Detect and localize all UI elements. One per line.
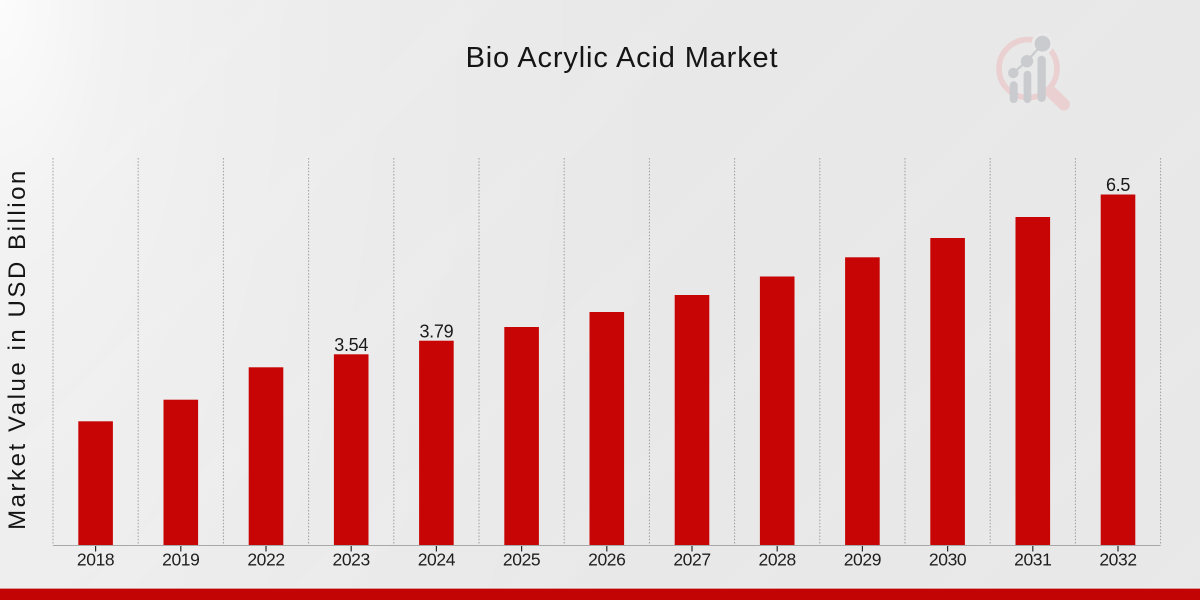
svg-text:2030: 2030 (929, 550, 967, 570)
svg-text:2031: 2031 (1014, 550, 1051, 570)
svg-text:3.54: 3.54 (334, 335, 368, 355)
svg-text:Bio Acrylic Acid Market: Bio Acrylic Acid Market (466, 42, 779, 74)
svg-text:2027: 2027 (673, 550, 710, 570)
svg-text:2032: 2032 (1099, 550, 1136, 570)
svg-text:2024: 2024 (418, 550, 456, 570)
svg-text:2026: 2026 (588, 550, 625, 570)
svg-text:6.5: 6.5 (1106, 175, 1130, 195)
svg-text:2028: 2028 (759, 550, 796, 570)
svg-text:Market Value in USD Billion: Market Value in USD Billion (4, 168, 31, 530)
svg-text:2023: 2023 (333, 550, 370, 570)
svg-text:2018: 2018 (77, 550, 114, 570)
svg-text:2022: 2022 (247, 550, 284, 570)
svg-text:2025: 2025 (503, 550, 540, 570)
svg-text:2029: 2029 (844, 550, 881, 570)
svg-text:2019: 2019 (162, 550, 199, 570)
svg-text:3.79: 3.79 (419, 321, 453, 341)
